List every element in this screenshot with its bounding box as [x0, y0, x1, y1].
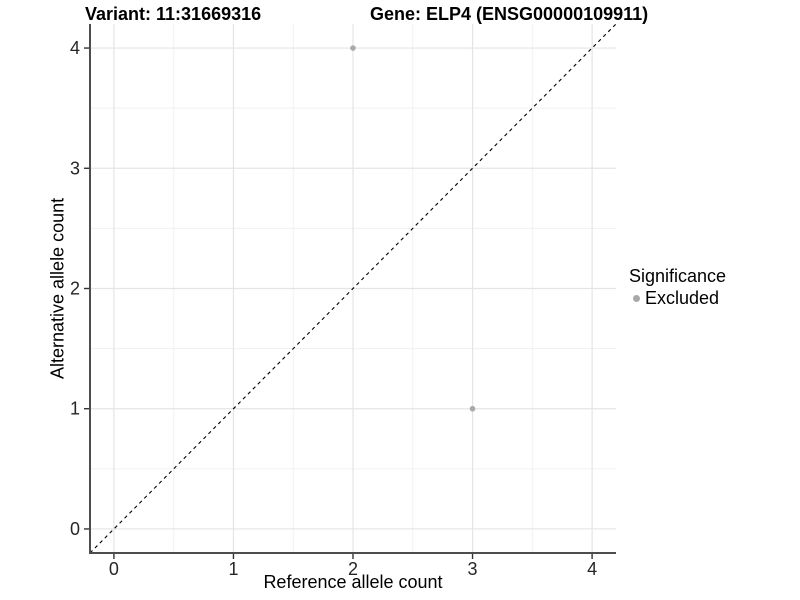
x-tick-label: 3 — [468, 559, 478, 579]
y-tick-label: 4 — [70, 38, 80, 58]
y-axis-title: Alternative allele count — [47, 197, 68, 380]
legend-title: Significance — [629, 266, 727, 286]
excluded-marker-icon — [633, 295, 640, 302]
y-tick-label: 2 — [70, 279, 80, 299]
y-tick-label: 1 — [70, 399, 80, 419]
legend-entry-excluded: Excluded — [629, 288, 726, 309]
data-point — [469, 405, 476, 412]
y-tick-label: 3 — [70, 158, 80, 178]
x-tick-label: 2 — [348, 559, 358, 579]
identity-line — [89, 23, 617, 554]
y-tick-label: 0 — [70, 519, 80, 539]
legend: Significance Excluded — [629, 266, 726, 309]
x-tick-label: 1 — [228, 559, 238, 579]
gene-title: Gene: ELP4 (ENSG00000109911) — [370, 4, 649, 24]
x-tick-label: 4 — [587, 559, 597, 579]
x-tick-label: 0 — [109, 559, 119, 579]
variant-title: Variant: 11:31669316 — [85, 4, 262, 24]
x-axis-title: Reference allele count — [263, 572, 443, 592]
data-point — [350, 45, 356, 51]
legend-entry-label: Excluded — [645, 288, 720, 308]
